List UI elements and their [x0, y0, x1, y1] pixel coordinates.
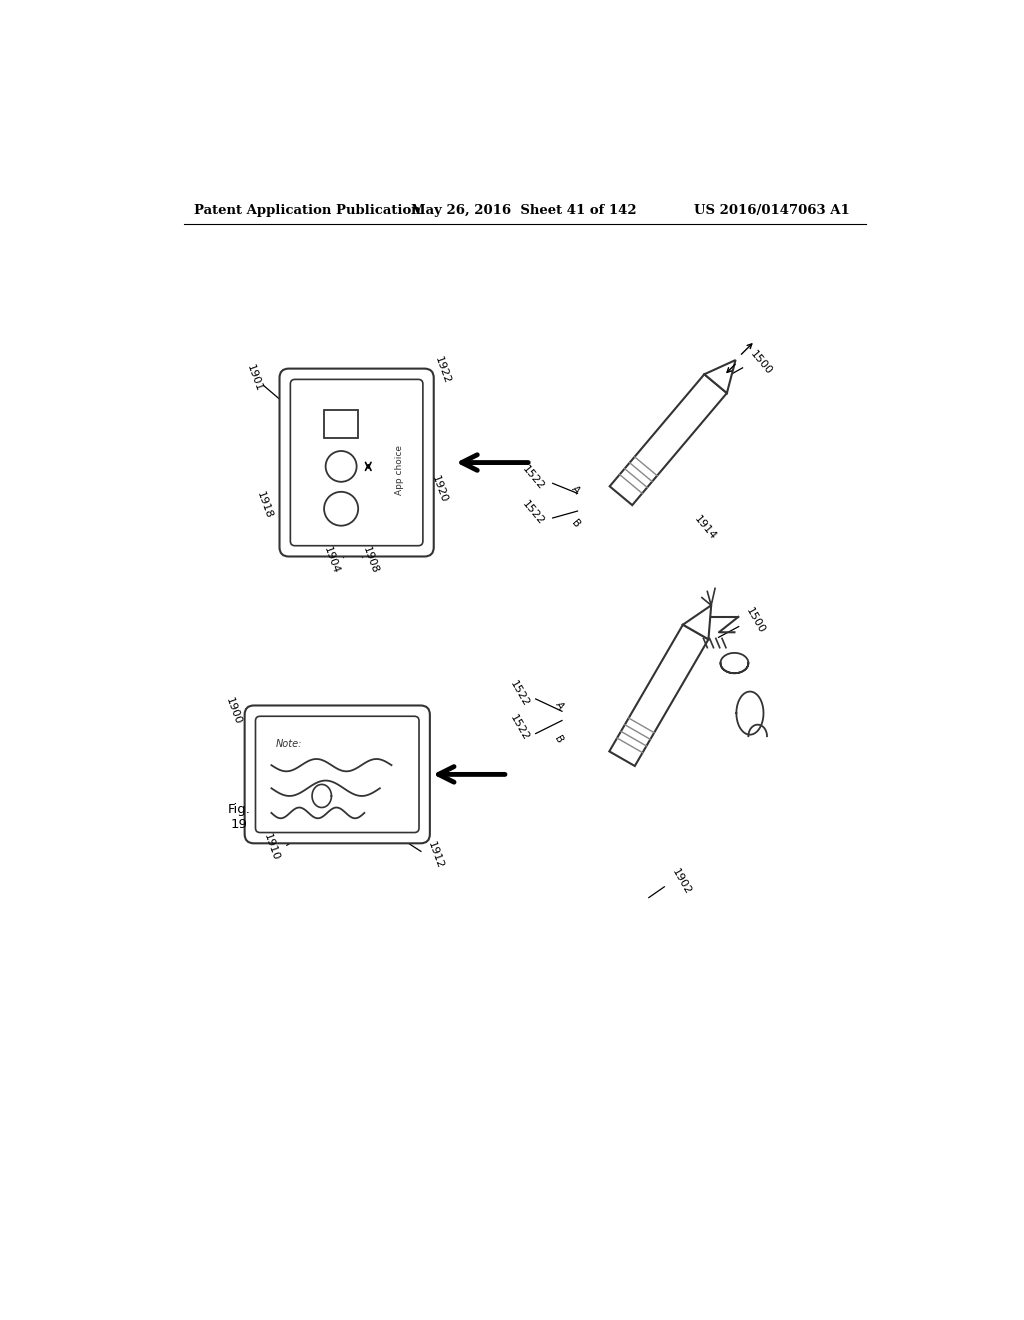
Text: Patent Application Publication: Patent Application Publication — [194, 205, 421, 218]
Text: B: B — [569, 519, 582, 531]
Text: Note:: Note: — [275, 739, 302, 748]
Text: 1522: 1522 — [508, 678, 531, 709]
Text: 1522: 1522 — [508, 714, 531, 743]
Text: 1901: 1901 — [245, 363, 264, 393]
Polygon shape — [609, 375, 727, 506]
Text: 1914: 1914 — [692, 513, 718, 543]
FancyBboxPatch shape — [291, 379, 423, 545]
Text: 1908: 1908 — [360, 545, 380, 576]
Text: App choice: App choice — [394, 445, 403, 495]
Text: 1912: 1912 — [426, 841, 445, 870]
FancyBboxPatch shape — [280, 368, 434, 557]
Text: 1918: 1918 — [255, 490, 273, 520]
Circle shape — [326, 451, 356, 482]
Text: 1522: 1522 — [520, 463, 547, 492]
Polygon shape — [683, 606, 712, 639]
Text: 1500: 1500 — [744, 606, 767, 635]
Polygon shape — [609, 624, 709, 766]
Text: May 26, 2016  Sheet 41 of 142: May 26, 2016 Sheet 41 of 142 — [411, 205, 637, 218]
Text: 1922: 1922 — [432, 355, 452, 385]
Text: 1902: 1902 — [671, 867, 693, 896]
Text: 1904: 1904 — [323, 545, 341, 576]
FancyBboxPatch shape — [245, 705, 430, 843]
Text: 1920: 1920 — [430, 474, 450, 504]
FancyBboxPatch shape — [255, 717, 419, 833]
Polygon shape — [705, 360, 735, 393]
Text: 19: 19 — [230, 818, 247, 832]
Text: B: B — [553, 734, 565, 746]
Text: Fig.: Fig. — [227, 803, 250, 816]
Text: 1500: 1500 — [748, 348, 774, 376]
Text: 1522: 1522 — [520, 499, 547, 527]
Text: 1900: 1900 — [223, 697, 243, 726]
Circle shape — [324, 492, 358, 525]
Text: US 2016/0147063 A1: US 2016/0147063 A1 — [693, 205, 850, 218]
Text: A: A — [553, 700, 565, 710]
Bar — [324, 411, 358, 438]
Text: A: A — [569, 483, 582, 495]
Text: 1910: 1910 — [262, 833, 282, 862]
